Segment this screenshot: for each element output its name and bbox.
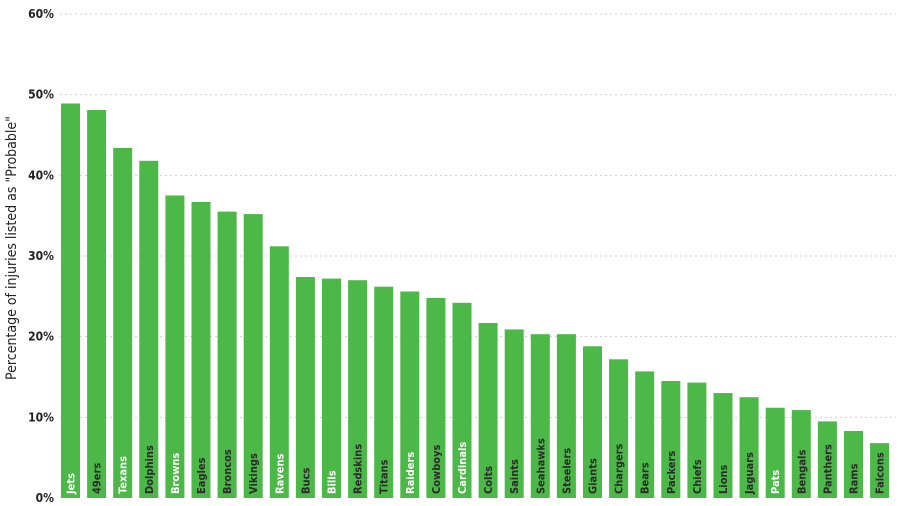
y-tick-label: 60%	[28, 7, 54, 21]
bar-panthers	[817, 421, 837, 498]
bar-cowboys	[426, 297, 446, 498]
bar-label-raiders: Raiders	[404, 452, 417, 494]
bar-bucs	[295, 277, 315, 498]
y-axis-label: Percentage of injuries listed as "Probab…	[4, 116, 20, 380]
bar-browns	[165, 195, 185, 498]
bar-colts	[478, 323, 498, 498]
bar-label-lions: Lions	[717, 464, 730, 494]
y-tick-label: 0%	[36, 491, 55, 505]
y-tick-label: 50%	[28, 88, 54, 102]
bar-label-bucs: Bucs	[299, 468, 312, 494]
bar-label-packers: Packers	[665, 451, 678, 494]
gridlines	[60, 13, 896, 418]
bar-label-browns: Browns	[169, 453, 182, 494]
bar-bears	[635, 371, 655, 498]
bar-dolphins	[139, 160, 159, 499]
bar-texans	[113, 147, 133, 498]
bar-bengals	[791, 410, 811, 498]
y-tick-label: 10%	[28, 410, 54, 424]
bar-broncos	[217, 211, 237, 498]
bar-eagles	[191, 202, 211, 498]
bar-label-texans: Texans	[117, 456, 130, 494]
bar-label-saints: Saints	[508, 459, 521, 494]
y-tick-label: 40%	[28, 168, 54, 182]
bar-label-panthers: Panthers	[821, 444, 834, 494]
bar-label-chiefs: Chiefs	[691, 459, 704, 494]
bar-label-cardinals: Cardinals	[456, 442, 469, 494]
bar-label-49ers: 49ers	[91, 463, 104, 494]
bar-pats	[765, 407, 785, 498]
bar-chargers	[609, 359, 629, 498]
y-axis-ticks: 0% 10% 20% 30% 40% 50% 60%	[28, 7, 54, 505]
bar-label-bengals: Bengals	[795, 450, 808, 494]
y-tick-label: 30%	[28, 249, 54, 263]
bar-saints	[504, 329, 524, 498]
bars	[61, 103, 890, 499]
bar-label-ravens: Ravens	[273, 453, 286, 494]
bar-ravens	[269, 246, 289, 498]
bar-raiders	[400, 291, 420, 498]
bar-steelers	[556, 334, 576, 498]
bar-label-bears: Bears	[639, 462, 652, 494]
bar-label-jets: Jets	[65, 473, 78, 495]
bar-rams	[844, 431, 863, 498]
bar-label-broncos: Broncos	[221, 449, 234, 494]
bar-labels: Jets 49ers Texans Dolphins Browns Eagles Bronc…	[65, 438, 887, 495]
bar-label-cowboys: Cowboys	[430, 444, 443, 494]
bar-label-dolphins: Dolphins	[143, 445, 156, 494]
bar-label-eagles: Eagles	[195, 457, 208, 494]
bar-label-redskins: Redskins	[352, 444, 365, 494]
bar-label-seahawks: Seahawks	[534, 438, 547, 494]
bar-label-jaguars: Jaguars	[743, 452, 756, 495]
bar-giants	[583, 346, 602, 498]
bar-vikings	[243, 214, 263, 498]
bar-label-falcons: Falcons	[874, 452, 887, 494]
bar-chiefs	[687, 382, 707, 498]
y-tick-label: 20%	[28, 330, 54, 344]
bar-label-titans: Titans	[378, 459, 391, 494]
bar-label-steelers: Steelers	[560, 448, 573, 494]
bar-label-pats: Pats	[769, 470, 782, 494]
bar-falcons	[870, 443, 890, 498]
bar-lions	[713, 393, 733, 498]
bar-label-bills: Bills	[326, 470, 339, 494]
bar-packers	[661, 381, 681, 498]
bar-label-vikings: Vikings	[247, 453, 260, 494]
bar-redskins	[348, 280, 368, 498]
bar-label-colts: Colts	[482, 466, 495, 494]
bar-label-giants: Giants	[587, 458, 600, 494]
bar-cardinals	[452, 302, 472, 498]
bar-jets	[61, 103, 80, 498]
bar-titans	[374, 286, 394, 498]
bar-label-chargers: Chargers	[613, 443, 626, 494]
bar-49ers	[87, 110, 107, 498]
bar-label-rams: Rams	[848, 463, 861, 494]
bar-jaguars	[739, 397, 759, 498]
bar-seahawks	[530, 334, 550, 498]
bar-bills	[322, 278, 341, 498]
